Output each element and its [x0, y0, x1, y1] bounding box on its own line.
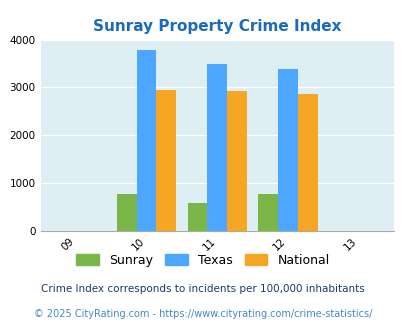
Bar	[277, 69, 297, 231]
Text: © 2025 CityRating.com - https://www.cityrating.com/crime-statistics/: © 2025 CityRating.com - https://www.city…	[34, 309, 371, 319]
Bar	[226, 91, 246, 231]
Legend: Sunray, Texas, National: Sunray, Texas, National	[71, 249, 334, 272]
Bar	[207, 64, 226, 231]
Bar	[187, 203, 207, 231]
Bar	[136, 50, 156, 231]
Bar	[258, 194, 277, 231]
Bar	[117, 194, 136, 231]
Title: Sunray Property Crime Index: Sunray Property Crime Index	[93, 19, 341, 34]
Bar	[156, 90, 176, 231]
Text: Crime Index corresponds to incidents per 100,000 inhabitants: Crime Index corresponds to incidents per…	[41, 284, 364, 294]
Bar	[297, 94, 317, 231]
